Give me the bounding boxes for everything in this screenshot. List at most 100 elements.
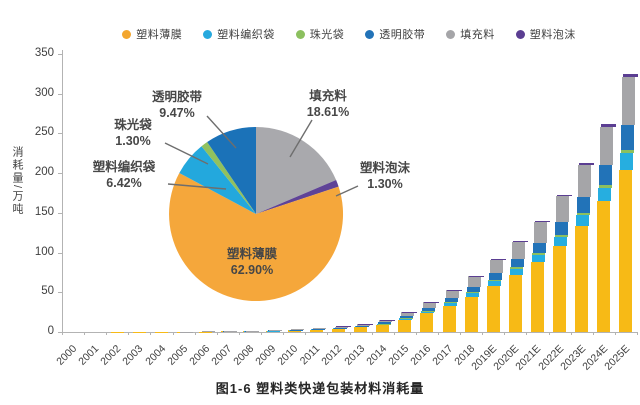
y-tick-label: 250 — [34, 126, 54, 139]
bar-2008-film — [243, 331, 257, 332]
bar-2023E-film — [575, 225, 589, 332]
x-tick-mark — [261, 332, 263, 335]
bar-2014-woven-bag — [377, 323, 391, 325]
x-tick-mark — [349, 332, 351, 335]
bar-2017-filler — [445, 290, 459, 299]
legend-item-pearl-bag: 珠光袋 — [295, 26, 345, 42]
pie-leader-line-pearl-bag — [164, 142, 209, 165]
bar-2017-tape — [444, 298, 458, 303]
bar-2015-film — [398, 319, 412, 332]
bar-2014-tape — [378, 322, 392, 324]
x-tick-mark — [371, 332, 373, 335]
bar-2015-filler — [401, 312, 415, 317]
legend-label-pearl-bag: 珠光袋 — [309, 29, 345, 41]
bar-2016-woven-bag — [421, 311, 435, 313]
bar-2020E-foam — [512, 240, 528, 242]
bar-2021E-foam — [534, 220, 550, 223]
y-axis-title: 消耗量/万吨 — [11, 146, 23, 217]
bar-2014-filler — [379, 320, 393, 323]
bar-2010-film — [287, 330, 301, 332]
bar-2022E-foam — [557, 194, 573, 197]
y-tick-label: 50 — [41, 285, 54, 298]
bar-2018-filler — [467, 276, 481, 287]
bar-2017-pearl-bag — [444, 302, 458, 303]
x-tick-mark — [327, 332, 329, 335]
bar-2024E-pearl-bag — [598, 185, 612, 188]
bar-2022E-film — [553, 245, 567, 332]
legend-item-woven-bag: 塑料编织袋 — [203, 26, 275, 42]
bar-2011-filler — [312, 328, 326, 329]
pie-leader-line-tape — [206, 115, 237, 149]
x-tick-mark — [62, 332, 63, 335]
pie-label-pct-foam: 1.30% — [367, 177, 403, 191]
foam-legend-dot-icon — [515, 29, 525, 39]
y-tick-mark — [58, 93, 62, 95]
film-legend-dot-icon — [122, 29, 132, 39]
bar-2017-film — [442, 305, 456, 332]
bar-2016-film — [420, 313, 434, 332]
bar-2020E-filler — [511, 241, 525, 259]
bar-2022E-woven-bag — [554, 236, 568, 246]
pie-label-name-filler: 填充料 — [309, 89, 347, 103]
y-tick-mark — [58, 332, 62, 333]
pie-label-tape: 透明胶带 9.47% — [152, 89, 202, 121]
y-tick-mark — [58, 212, 62, 214]
legend-label-filler: 填充料 — [460, 29, 495, 41]
y-tick-label: 100 — [34, 245, 54, 258]
bar-2024E-woven-bag — [598, 187, 612, 202]
bar-2024E-foam — [601, 123, 617, 127]
x-tick-mark — [128, 332, 130, 335]
bar-2009-film — [265, 330, 279, 332]
bar-2021E-woven-bag — [531, 254, 545, 263]
bar-2016-filler — [423, 302, 437, 308]
bar-2018-film — [464, 296, 478, 332]
bar-2020E-tape — [510, 258, 524, 268]
bar-2022E-filler — [556, 196, 570, 222]
x-tick-mark — [614, 332, 616, 335]
y-tick-label: 300 — [34, 86, 54, 99]
bar-2019E-foam — [490, 258, 506, 260]
bar-2012-film — [331, 328, 345, 332]
legend-label-tape: 透明胶带 — [379, 29, 426, 41]
pie-label-pct-film: 62.90% — [230, 263, 274, 277]
bar-2024E-tape — [599, 165, 613, 186]
x-tick-mark — [482, 332, 484, 335]
pie-slice-tape — [207, 127, 256, 214]
x-tick-mark — [570, 332, 572, 335]
bar-2015-tape — [400, 316, 414, 318]
legend-label-foam: 塑料泡沫 — [529, 29, 576, 41]
legend-item-tape: 透明胶带 — [365, 26, 425, 42]
legend-item-filler: 填充料 — [446, 26, 495, 42]
pie-slice-filler — [256, 127, 337, 214]
legend-item-film: 塑料薄膜 — [122, 26, 182, 42]
bar-2021E-filler — [533, 222, 547, 243]
pie-leader-line-woven-bag — [167, 183, 227, 190]
bar-2019E-woven-bag — [487, 281, 501, 287]
bar-2025E-foam — [623, 73, 639, 78]
figure-caption: 图1-6 塑料类快递包装材料消耗量 — [215, 381, 425, 396]
pie-label-filler: 填充料 18.61% — [307, 88, 349, 120]
bar-2023E-tape — [577, 196, 591, 213]
filler-legend-dot-icon — [446, 29, 456, 39]
pie-slice-woven-bag — [179, 146, 256, 214]
pie-label-pearl-bag: 珠光袋 1.30% — [114, 117, 152, 149]
pie-label-pct-tape: 9.47% — [159, 106, 195, 120]
bar-2023E-foam — [579, 162, 595, 165]
legend: 塑料薄膜 塑料编织袋 珠光袋 透明胶带 填充料 塑料泡沫 — [64, 26, 634, 42]
pie-label-pct-filler: 18.61% — [306, 105, 350, 119]
bar-2019E-tape — [488, 273, 502, 281]
x-tick-mark — [106, 332, 108, 335]
x-tick-mark — [305, 332, 307, 335]
bar-2007-film — [221, 331, 235, 332]
x-tick-mark — [504, 332, 506, 335]
bar-2022E-pearl-bag — [554, 234, 568, 237]
x-tick-mark — [150, 332, 152, 335]
bar-2017-foam — [446, 289, 462, 291]
bar-2020E-woven-bag — [509, 268, 523, 275]
pie-label-woven-bag: 塑料编织袋 6.42% — [93, 159, 156, 191]
pearl-bag-legend-dot-icon — [295, 29, 305, 39]
pie-leader-line-foam — [335, 185, 359, 197]
pie-label-pct-woven-bag: 6.42% — [106, 176, 142, 190]
y-tick-mark — [58, 292, 62, 294]
